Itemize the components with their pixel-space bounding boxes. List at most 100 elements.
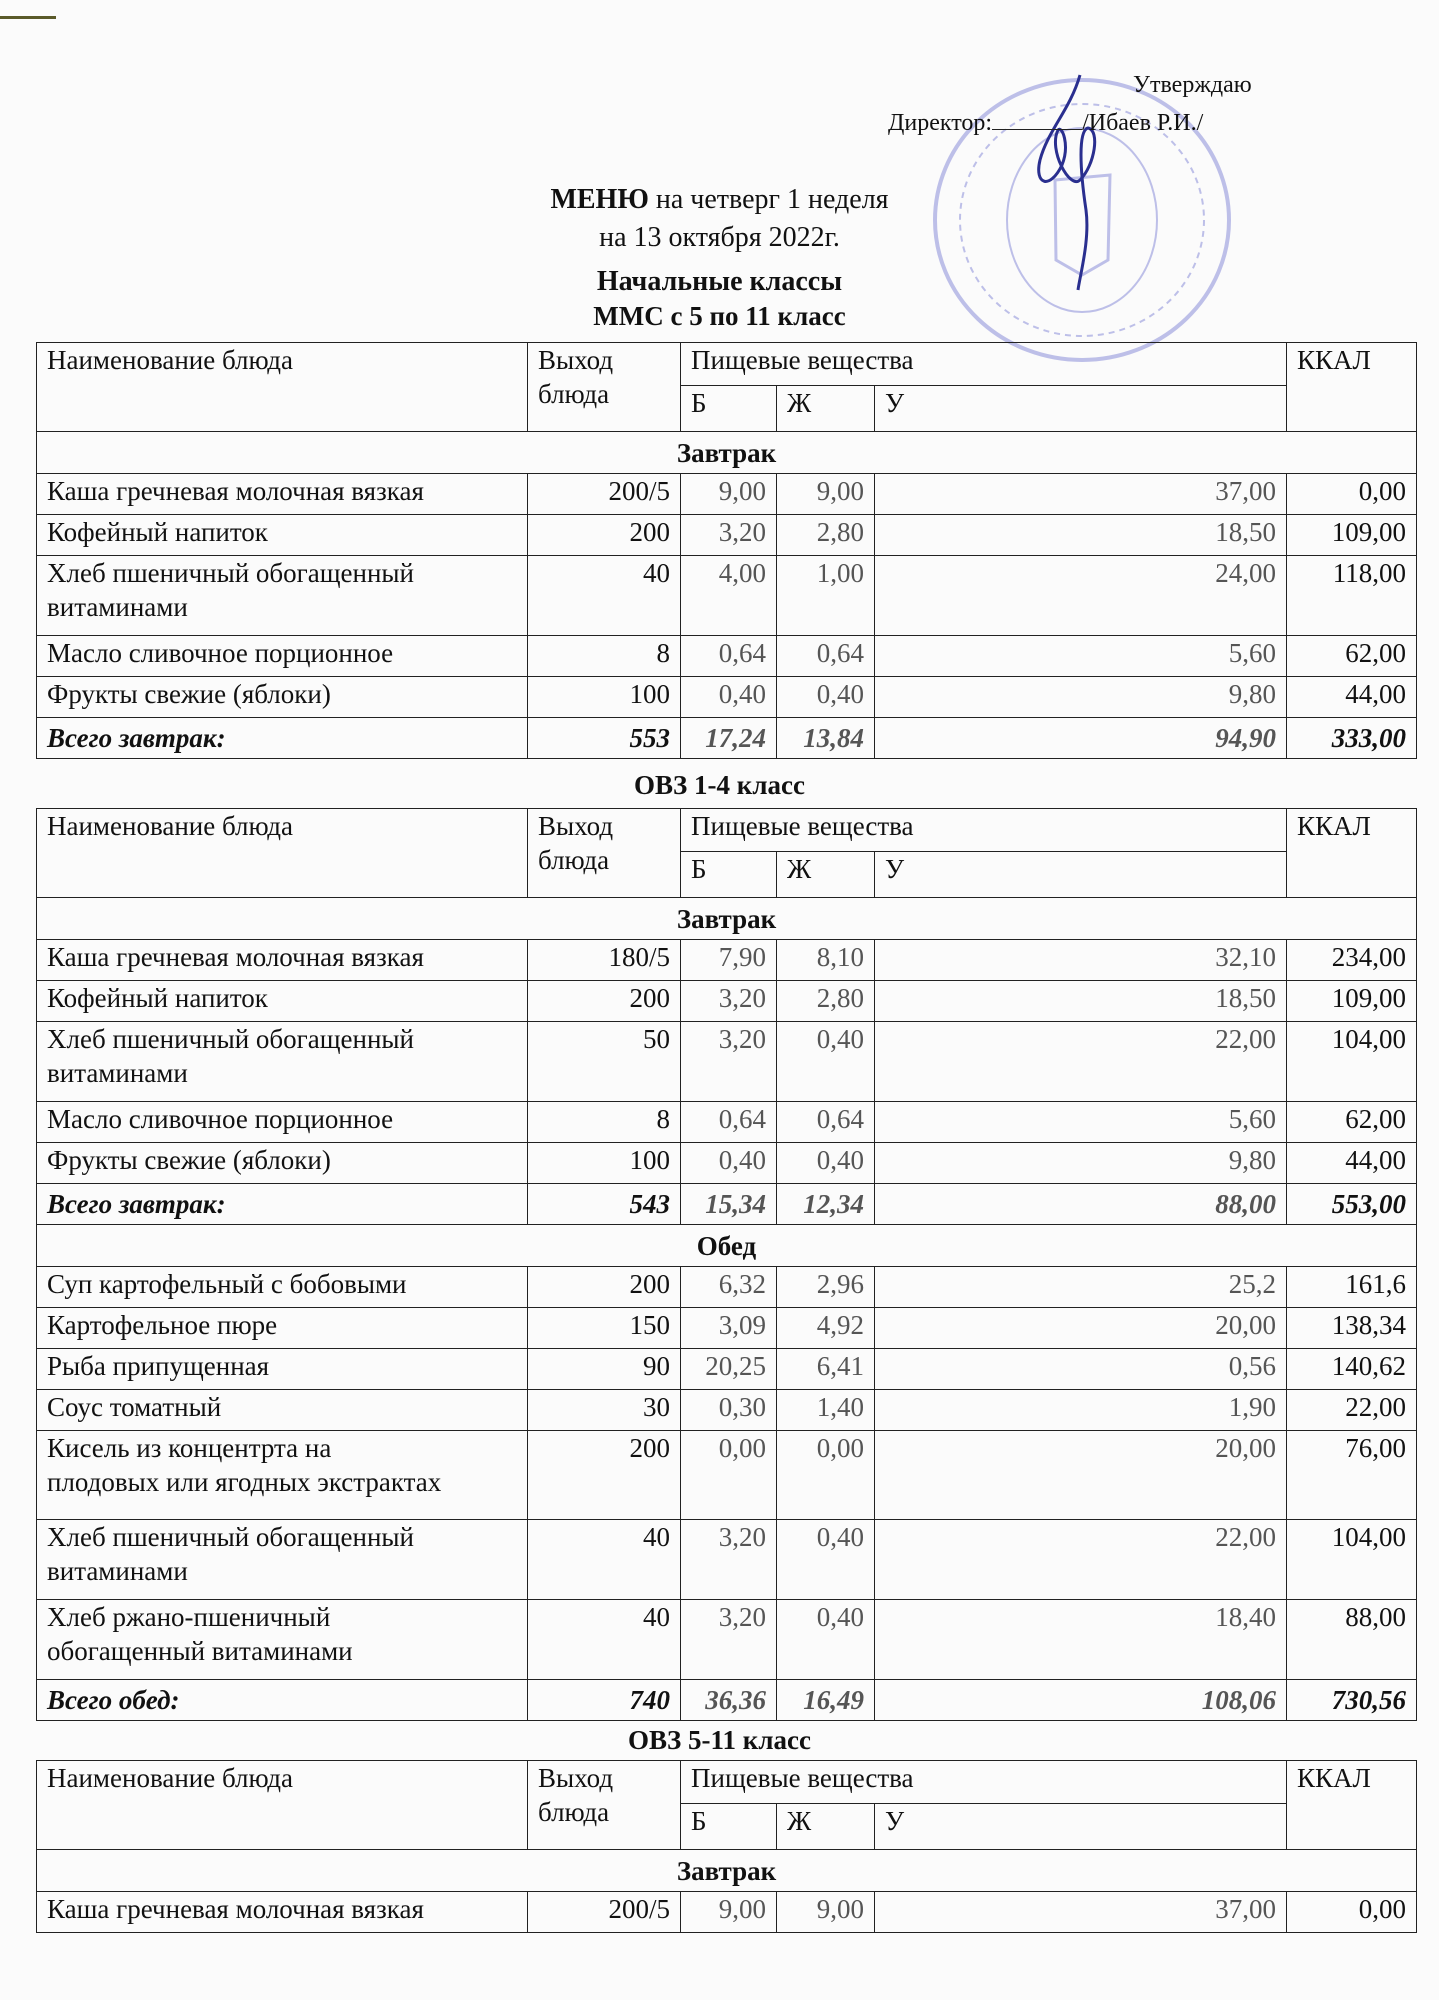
dish-output: 100 xyxy=(527,676,681,718)
dish-kcal: 62,00 xyxy=(1286,1101,1418,1143)
dish-kcal: 730,56 xyxy=(1286,1679,1418,1721)
dish-output: 200/5 xyxy=(527,473,681,515)
dish-kcal: 333,00 xyxy=(1286,717,1418,759)
dish-kcal: 161,6 xyxy=(1286,1266,1418,1308)
dish-name: Кофейный напиток xyxy=(36,980,528,1022)
dish-carbs: 9,80 xyxy=(873,1142,1288,1184)
dish-name: Картофельное пюре xyxy=(36,1307,528,1349)
dish-carbs: 0,56 xyxy=(873,1348,1288,1390)
menu-title-bold: МЕНЮ xyxy=(550,184,649,215)
table-row: Рыба припущенная 90 20,25 6,41 0,56 140,62 xyxy=(36,1348,1418,1390)
dish-name: Каша гречневая молочная вязкая xyxy=(36,1891,528,1933)
dish-carbs: 32,10 xyxy=(873,939,1288,981)
meal-label: Завтрак xyxy=(35,1849,1418,1892)
dish-protein: 9,00 xyxy=(680,1891,777,1933)
column-header-carbs: У xyxy=(873,851,1288,898)
section-title: ММС с 5 по 11 класс xyxy=(593,301,846,331)
dish-name: Хлеб ржано-пшеничный обогащенный витамин… xyxy=(36,1599,528,1680)
dish-name: Каша гречневая молочная вязкая xyxy=(36,473,528,515)
dish-fat: 2,80 xyxy=(776,514,875,556)
dish-kcal: 138,34 xyxy=(1286,1307,1418,1349)
section-title: ОВЗ 5-11 класс xyxy=(628,1725,811,1755)
dish-protein: 0,40 xyxy=(680,1142,777,1184)
dish-carbs: 108,06 xyxy=(873,1679,1288,1721)
table-row: Каша гречневая молочная вязкая 200/5 9,00 9… xyxy=(36,1891,1418,1933)
dish-fat: 0,40 xyxy=(776,1142,875,1184)
dish-output: 740 xyxy=(527,1679,681,1721)
dish-carbs: 24,00 xyxy=(873,555,1288,636)
dish-name: Масло сливочное порционное xyxy=(36,1101,528,1143)
dish-output: 40 xyxy=(527,1599,681,1680)
dish-name: Фрукты свежие (яблоки) xyxy=(36,676,528,718)
table-row: Хлеб ржано-пшеничный обогащенный витамин… xyxy=(36,1599,1418,1680)
table-row: Масло сливочное порционное 8 0,64 0,64 5,60 6… xyxy=(36,635,1418,677)
dish-protein: 7,90 xyxy=(680,939,777,981)
signature-line xyxy=(992,129,1083,130)
dish-output: 40 xyxy=(527,1519,681,1600)
column-header-carbs: У xyxy=(873,1803,1288,1850)
dish-carbs: 18,40 xyxy=(873,1599,1288,1680)
dish-protein: 3,20 xyxy=(680,980,777,1022)
dish-output: 543 xyxy=(527,1183,681,1225)
meal-label: Завтрак xyxy=(35,897,1418,940)
total-row: Всего обед: 740 36,36 16,49 108,06 730,56 xyxy=(36,1679,1418,1721)
column-header-protein: Б xyxy=(680,851,777,898)
dish-carbs: 5,60 xyxy=(873,635,1288,677)
dish-fat: 2,80 xyxy=(776,980,875,1022)
dish-protein: 9,00 xyxy=(680,473,777,515)
dish-name: Фрукты свежие (яблоки) xyxy=(36,1142,528,1184)
approve-label: Утверждаю xyxy=(1133,72,1252,98)
dish-protein: 3,20 xyxy=(680,1519,777,1600)
dish-output: 553 xyxy=(527,717,681,759)
table-row: Кофейный напиток 200 3,20 2,80 18,50 109,00 xyxy=(36,980,1418,1022)
dish-carbs: 22,00 xyxy=(873,1519,1288,1600)
dish-fat: 2,96 xyxy=(776,1266,875,1308)
dish-protein: 36,36 xyxy=(680,1679,777,1721)
dish-fat: 0,64 xyxy=(776,635,875,677)
dish-carbs: 9,80 xyxy=(873,676,1288,718)
dish-name: Всего завтрак: xyxy=(36,717,528,759)
dish-name: Суп картофельный с бобовыми xyxy=(36,1266,528,1308)
dish-protein: 17,24 xyxy=(680,717,777,759)
column-header-name: Наименование блюда xyxy=(36,808,528,898)
director-title: Директор: xyxy=(888,110,993,136)
dish-protein: 0,30 xyxy=(680,1389,777,1431)
director-name: /Ибаев Р.И./ xyxy=(1082,110,1204,136)
dish-fat: 12,34 xyxy=(776,1183,875,1225)
table-row: Фрукты свежие (яблоки) 100 0,40 0,40 9,80 44,… xyxy=(36,1142,1418,1184)
dish-protein: 0,64 xyxy=(680,635,777,677)
table-row: Каша гречневая молочная вязкая 180/5 7,90 8… xyxy=(36,939,1418,981)
dish-name: Каша гречневая молочная вязкая xyxy=(36,939,528,981)
dish-carbs: 18,50 xyxy=(873,514,1288,556)
dish-protein: 6,32 xyxy=(680,1266,777,1308)
meal-row: Завтрак xyxy=(35,1849,1418,1892)
group-title: Начальные классы xyxy=(596,266,843,297)
column-header-kcal: ККАЛ xyxy=(1286,342,1418,432)
dish-fat: 0,40 xyxy=(776,1599,875,1680)
dish-output: 200 xyxy=(527,1266,681,1308)
column-header-output: Выход блюда xyxy=(527,808,681,898)
dish-output: 150 xyxy=(527,1307,681,1349)
dish-kcal: 104,00 xyxy=(1286,1021,1418,1102)
dish-kcal: 553,00 xyxy=(1286,1183,1418,1225)
dish-protein: 3,20 xyxy=(680,1599,777,1680)
dish-carbs: 37,00 xyxy=(873,473,1288,515)
menu-table: Наименование блюда Выход блюда Пищевые вещ… xyxy=(35,342,1418,759)
dish-output: 200 xyxy=(527,1430,681,1520)
dish-carbs: 37,00 xyxy=(873,1891,1288,1933)
dish-kcal: 104,00 xyxy=(1286,1519,1418,1600)
table-row: Соус томатный 30 0,30 1,40 1,90 22,00 xyxy=(36,1389,1418,1431)
dish-name: Хлеб пшеничный обогащенный витаминами xyxy=(36,1519,528,1600)
meal-row: Завтрак xyxy=(35,897,1418,940)
dish-name: Всего обед: xyxy=(36,1679,528,1721)
dish-name: Рыба припущенная xyxy=(36,1348,528,1390)
menu-date: на 13 октября 2022г. xyxy=(599,222,840,253)
dish-fat: 0,40 xyxy=(776,1021,875,1102)
table-row: Каша гречневая молочная вязкая 200/5 9,00 9… xyxy=(36,473,1418,515)
dish-carbs: 1,90 xyxy=(873,1389,1288,1431)
dish-output: 8 xyxy=(527,1101,681,1143)
dish-carbs: 22,00 xyxy=(873,1021,1288,1102)
column-header-fat: Ж xyxy=(776,1803,875,1850)
column-header-fat: Ж xyxy=(776,385,875,432)
column-header-fat: Ж xyxy=(776,851,875,898)
